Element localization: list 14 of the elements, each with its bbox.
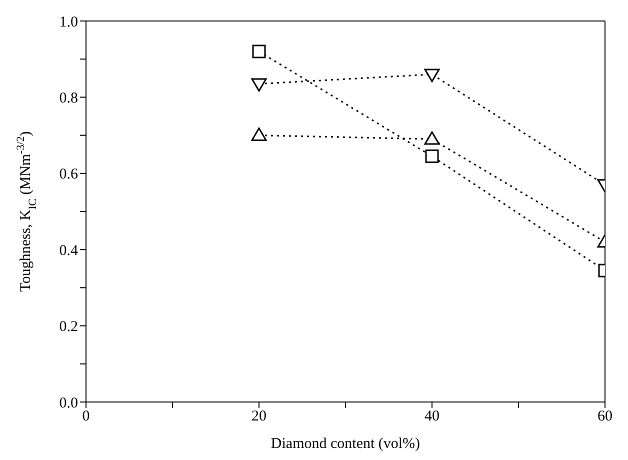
text: 0.0 (59, 395, 78, 412)
y-tick-label: 0.2 (59, 319, 78, 336)
x-axis-title: Diamond content (vol%) (270, 436, 420, 452)
x-tick-label: 60 (598, 408, 612, 425)
x-tick-label: 0 (82, 408, 90, 425)
point (251, 128, 267, 141)
x-tick-label: 20 (252, 408, 266, 425)
y-tick-label: 0.4 (59, 242, 78, 259)
text: 1.0 (59, 14, 78, 30)
point (252, 44, 266, 58)
y-tick-label: 0.8 (59, 90, 78, 107)
point (251, 78, 267, 92)
y-tick-label: 0.6 (59, 166, 78, 183)
x-tick-label: 40 (424, 408, 440, 425)
